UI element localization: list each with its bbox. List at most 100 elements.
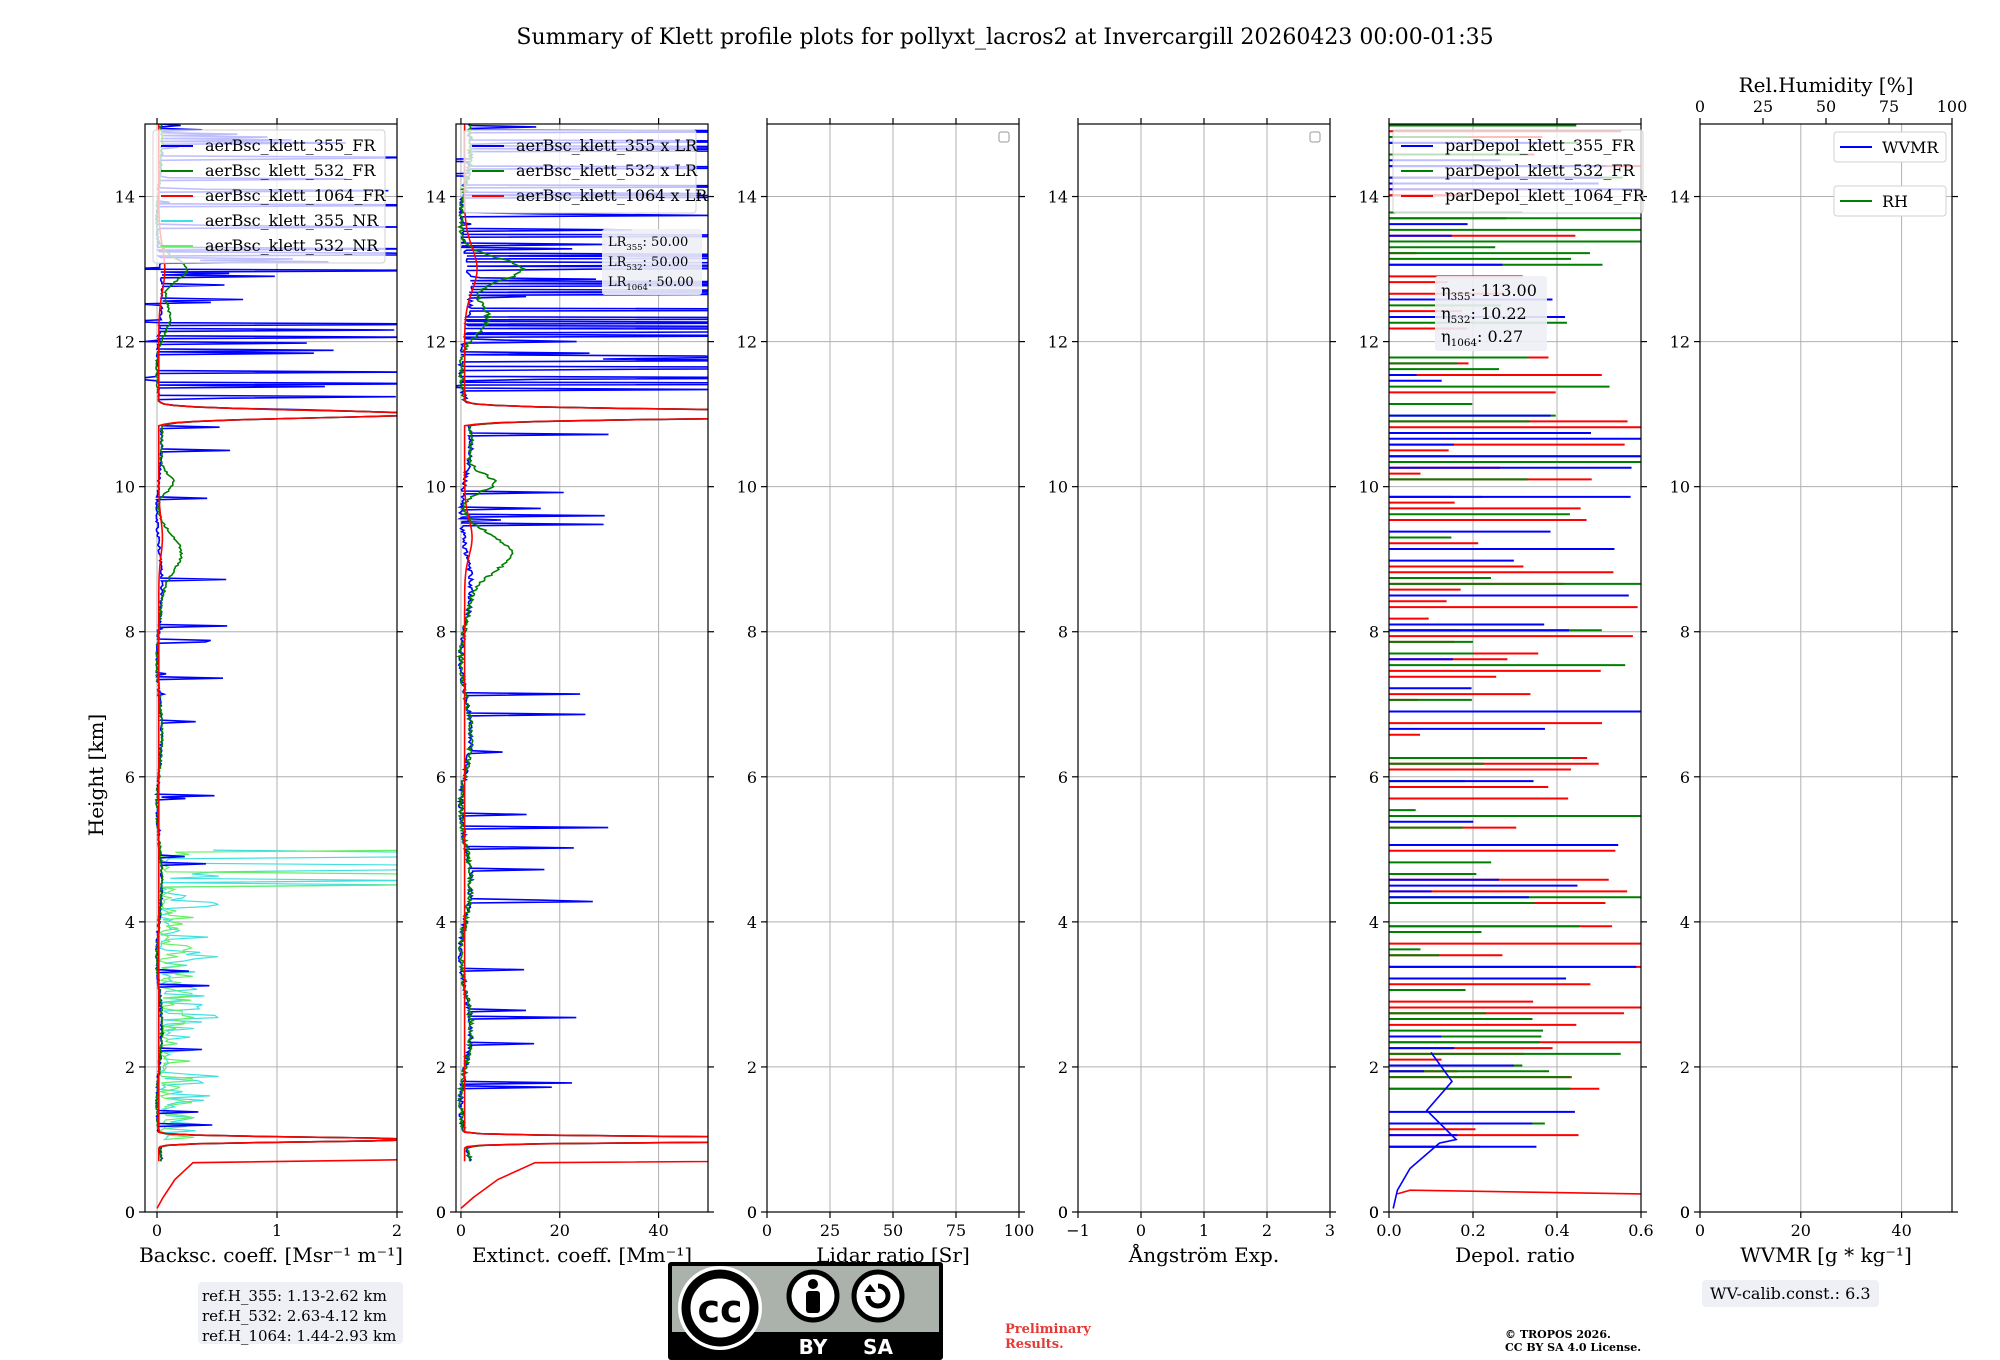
- y-axis-label: Height [km]: [84, 714, 108, 836]
- y-tick-label-2: 4: [125, 913, 135, 932]
- y-tick-label-3: 6: [1369, 768, 1379, 787]
- x-axis-label-wv: WVMR [g * kg⁻¹]: [1740, 1243, 1912, 1267]
- y-tick-label-5: 10: [115, 478, 135, 497]
- sa-label: SA: [863, 1335, 893, 1359]
- y-tick-label-6: 12: [737, 333, 757, 352]
- annotation-line-1: LR532: 50.00: [608, 255, 688, 272]
- x-tick-label-1: 0.2: [1460, 1221, 1485, 1240]
- y-tick-label-2: 4: [1680, 913, 1690, 932]
- empty-legend-lr: [998, 131, 1010, 143]
- x-tick-label-0: 0: [1695, 1221, 1705, 1240]
- y-tick-label-4: 8: [1680, 623, 1690, 642]
- series-1064-low: [460, 1160, 708, 1210]
- x-axis-label-dep: Depol. ratio: [1455, 1243, 1575, 1267]
- legend-label-3: aerBsc_klett_355_NR: [205, 211, 379, 230]
- legend-label-1: aerBsc_klett_532_FR: [205, 161, 376, 180]
- y-tick-label-7: 14: [1359, 188, 1379, 207]
- legend-label-1: aerBsc_klett_532 x LR: [516, 161, 698, 180]
- y-tick-label-4: 8: [1058, 623, 1068, 642]
- legend-box: [152, 129, 386, 264]
- series-355-fr: [145, 124, 397, 1162]
- annotation-line-1: η532: 10.22: [1441, 304, 1527, 326]
- y-tick-label-zero: 0: [747, 1203, 757, 1222]
- y-tick-label-4: 8: [747, 623, 757, 642]
- cc-by-sa-logo: cc BY SA: [668, 1262, 943, 1360]
- y-tick-label-6: 12: [115, 333, 135, 352]
- y-tick-label-zero: 0: [436, 1203, 446, 1222]
- series-1064-fr: [158, 124, 397, 1162]
- figure-title: Summary of Klett profile plots for polly…: [516, 25, 1493, 50]
- y-tick-label-5: 10: [1359, 478, 1379, 497]
- y-tick-label-0: 0: [747, 1203, 757, 1222]
- y-tick-label-3: 6: [125, 768, 135, 787]
- reference-heights-box: ref.H_355: 1.13-2.62 km ref.H_532: 2.63-…: [198, 1282, 403, 1345]
- y-tick-label-3: 6: [1058, 768, 1068, 787]
- y-tick-label-1: 2: [747, 1058, 757, 1077]
- legend-wv: WVMR RH: [1833, 131, 1947, 217]
- copyright-line-2: CC BY SA 4.0 License.: [1505, 1341, 1642, 1354]
- legend-ext: aerBsc_klett_355 x LR aerBsc_klett_532 x …: [463, 129, 708, 214]
- x-axis-label-bsc: Backsc. coeff. [Msr⁻¹ m⁻¹]: [139, 1243, 403, 1267]
- y-tick-label-4: 8: [436, 623, 446, 642]
- depol-1064-profile: [1397, 1189, 1641, 1195]
- x-tick-label-4: 100: [1004, 1221, 1035, 1240]
- x-axis-label-ang: Ångström Exp.: [1128, 1242, 1279, 1267]
- series-355-nr: [157, 849, 397, 1140]
- y-tick-label-5: 10: [737, 478, 757, 497]
- lr-annotation: LR355: 50.00 LR532: 50.00 LR1064: 50.00: [602, 229, 702, 295]
- y-tick-label-2: 4: [747, 913, 757, 932]
- empty-legend-ang: [1309, 131, 1321, 143]
- legend-bsc: aerBsc_klett_355_FR aerBsc_klett_532_FRae…: [152, 129, 387, 264]
- series-355-fr: [456, 124, 708, 1162]
- ref-height-1064: ref.H_1064: 1.44-2.93 km: [202, 1327, 397, 1345]
- y-tick-label-0: 0: [125, 1203, 135, 1222]
- x-tick-label-3: 0.6: [1628, 1221, 1653, 1240]
- y-tick-label-3: 6: [1680, 768, 1690, 787]
- annotation-line-2: LR1064: 50.00: [608, 275, 694, 292]
- plot-area-bsc: [145, 124, 397, 1209]
- legend-label-0: parDepol_klett_355_FR: [1445, 136, 1636, 155]
- x-tick-label-4: 3: [1325, 1221, 1335, 1240]
- legend-label-2: aerBsc_klett_1064_FR: [205, 186, 387, 205]
- y-tick-label-0: 0: [1369, 1203, 1379, 1222]
- annotation-line-2: η1064: 0.27: [1441, 327, 1523, 349]
- sa-share-alike-icon: [851, 1269, 905, 1323]
- x-tick-label-2: 1: [1199, 1221, 1209, 1240]
- depol-355-profile: [1392, 1051, 1458, 1209]
- legend-box-1: [1833, 185, 1947, 217]
- y-tick-label-0: 0: [436, 1203, 446, 1222]
- series-1064-low: [156, 1159, 397, 1209]
- ref-height-532: ref.H_532: 2.63-4.12 km: [202, 1307, 387, 1325]
- legend-label-1: RH: [1882, 192, 1908, 211]
- x-tick-label-0: 0: [456, 1221, 466, 1240]
- copyright-line-1: © TROPOS 2026.: [1505, 1328, 1611, 1341]
- top-tick-label-4: 100: [1937, 97, 1968, 116]
- preliminary-line-1: Preliminary: [1005, 1322, 1091, 1337]
- y-tick-label-1: 2: [1680, 1058, 1690, 1077]
- y-tick-label-7: 14: [426, 188, 446, 207]
- y-tick-label-6: 12: [1048, 333, 1068, 352]
- y-tick-label-5: 10: [1048, 478, 1068, 497]
- axes-frame-wv: [1699, 123, 1953, 1213]
- x-tick-label-2: 0.4: [1544, 1221, 1569, 1240]
- by-label: BY: [799, 1335, 828, 1359]
- x-tick-label-0: 0: [762, 1221, 772, 1240]
- x-tick-label-2: 40: [1891, 1221, 1911, 1240]
- legend-label-0: aerBsc_klett_355_FR: [205, 136, 376, 155]
- x-tick-label-1: 25: [820, 1221, 840, 1240]
- legend-dep: parDepol_klett_355_FR parDepol_klett_532_…: [1392, 129, 1646, 214]
- y-tick-label-0: 0: [1680, 1203, 1690, 1222]
- legend-label-1: parDepol_klett_532_FR: [1445, 161, 1636, 180]
- y-tick-label-7: 14: [1048, 188, 1068, 207]
- axes-frame-ext: [455, 123, 709, 1213]
- y-tick-label-5: 10: [1670, 478, 1690, 497]
- legend-label-0: aerBsc_klett_355 x LR: [516, 136, 698, 155]
